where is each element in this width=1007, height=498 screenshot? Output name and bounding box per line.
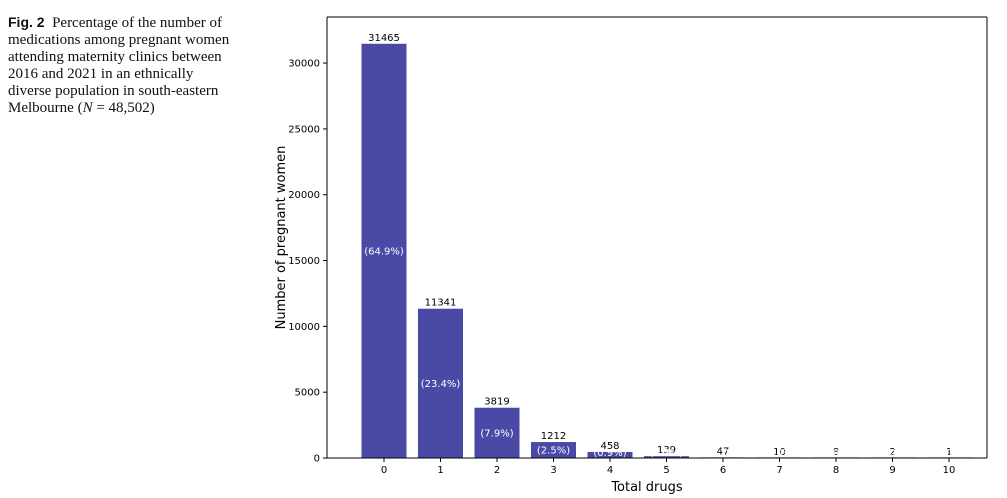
bar-0 xyxy=(361,43,407,459)
y-tick-label-15000: 15000 xyxy=(288,256,320,267)
bar-percent-label-6: (0.1%) xyxy=(706,448,739,459)
x-tick-label-7: 7 xyxy=(776,465,782,476)
caption-n-value: = 48,502) xyxy=(92,100,155,116)
bar-value-label-3: 1212 xyxy=(541,431,566,442)
bar-value-label-0: 31465 xyxy=(368,33,400,44)
x-axis-title: Total drugs xyxy=(610,480,683,495)
y-tick-label-0: 0 xyxy=(314,454,320,465)
figure-caption: Fig. 2 Percentage of the number of medic… xyxy=(8,14,240,117)
bar-percent-label-4: (0.9%) xyxy=(593,448,626,459)
y-tick-label-25000: 25000 xyxy=(288,124,320,135)
bar-value-label-4: 458 xyxy=(600,441,619,452)
bar-value-label-7: 10 xyxy=(773,447,786,458)
y-axis-title: Number of pregnant women xyxy=(274,146,289,330)
bar-percent-label-9: (0.0%) xyxy=(876,448,909,459)
bar-percent-label-7: (0.0%) xyxy=(763,448,796,459)
bar-percent-label-0: (64.9%) xyxy=(364,246,404,257)
y-tick-label-5000: 5000 xyxy=(295,388,320,399)
bar-1 xyxy=(418,308,463,458)
x-tick-label-2: 2 xyxy=(494,465,500,476)
bar-percent-label-3: (2.5%) xyxy=(537,446,570,457)
figure-label: Fig. 2 xyxy=(8,14,45,30)
x-tick-label-8: 8 xyxy=(833,465,839,476)
bar-3 xyxy=(531,442,576,458)
x-tick-label-6: 6 xyxy=(720,465,726,476)
x-tick-label-4: 4 xyxy=(607,465,613,476)
y-tick-label-30000: 30000 xyxy=(288,59,320,70)
bar-percent-label-2: (7.9%) xyxy=(480,428,513,439)
bar-percent-label-8: (0.0%) xyxy=(819,448,852,459)
x-tick-label-0: 0 xyxy=(381,465,387,476)
x-tick-label-9: 9 xyxy=(889,465,895,476)
bar-percent-label-5: (0.3%) xyxy=(650,448,683,459)
bar-percent-label-1: (23.4%) xyxy=(421,379,461,390)
bar-2 xyxy=(474,407,520,458)
bar-5 xyxy=(644,456,689,458)
bar-value-label-6: 47 xyxy=(717,446,730,457)
caption-text: Percentage of the number of medications … xyxy=(8,15,230,116)
y-tick-label-10000: 10000 xyxy=(288,322,320,333)
bar-value-label-1: 11341 xyxy=(425,298,457,309)
bar-percent-label-10: (0.0%) xyxy=(932,448,965,459)
x-tick-label-3: 3 xyxy=(550,465,556,476)
y-tick-label-20000: 20000 xyxy=(288,190,320,201)
bar-value-label-9: 2 xyxy=(889,447,895,458)
bar-4 xyxy=(587,451,633,458)
bar-value-label-8: 8 xyxy=(833,447,839,458)
x-tick-label-1: 1 xyxy=(437,465,443,476)
x-tick-label-5: 5 xyxy=(663,465,669,476)
bar-value-label-10: 1 xyxy=(946,447,952,458)
caption-n-symbol: N xyxy=(82,100,93,116)
bar-value-label-2: 3819 xyxy=(484,397,509,408)
bar-value-label-5: 139 xyxy=(657,445,676,456)
x-tick-label-10: 10 xyxy=(943,465,956,476)
